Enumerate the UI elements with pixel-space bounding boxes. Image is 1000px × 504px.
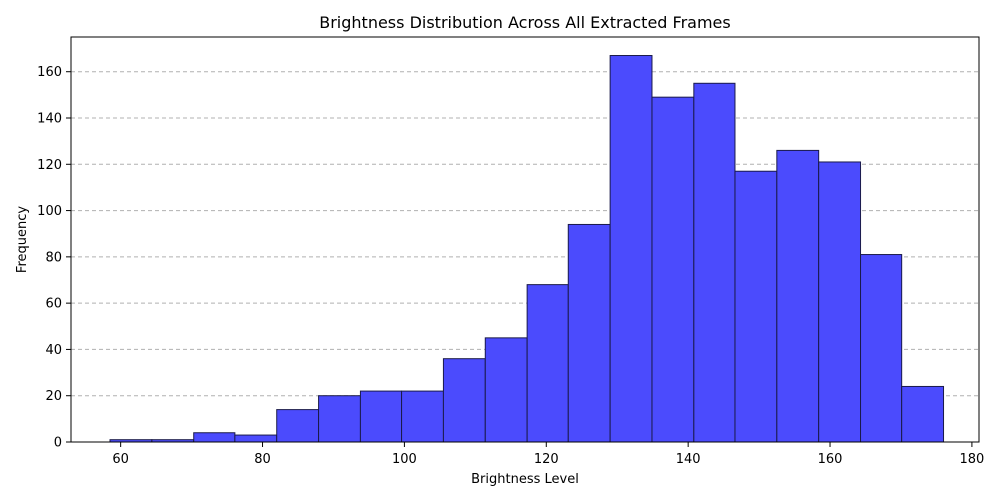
histogram-bar <box>734 170 778 443</box>
x-tick-label: 160 <box>818 452 843 467</box>
histogram-bar <box>818 161 862 443</box>
x-tick-label: 180 <box>959 452 984 467</box>
y-axis-ticks: 0 20 40 60 80 100 120 140 160 <box>37 65 71 451</box>
y-tick-label: 120 <box>37 158 62 173</box>
y-tick-label: 80 <box>45 250 62 265</box>
y-tick-label: 0 <box>54 436 62 451</box>
histogram-bar <box>318 395 361 443</box>
histogram-bar <box>442 358 486 443</box>
x-axis-ticks: 60 80 100 120 140 160 180 <box>112 442 984 467</box>
x-tick-label: 80 <box>254 452 271 467</box>
histogram-bar <box>401 390 444 443</box>
x-tick-label: 60 <box>112 452 129 467</box>
x-tick-label: 100 <box>392 452 417 467</box>
x-tick-label: 140 <box>676 452 701 467</box>
x-tick-label: 120 <box>534 452 559 467</box>
histogram-bars <box>109 55 945 443</box>
histogram-bar <box>484 337 528 443</box>
chart-title: Brightness Distribution Across All Extra… <box>319 13 730 32</box>
histogram-bar <box>901 385 945 443</box>
histogram-bar <box>776 149 820 443</box>
histogram-bar <box>526 284 569 443</box>
histogram-bar <box>651 96 695 443</box>
y-tick-label: 160 <box>37 65 62 80</box>
y-tick-label: 100 <box>37 204 62 219</box>
y-axis-label: Frequency <box>15 206 30 273</box>
histogram-bar <box>234 434 278 443</box>
x-axis-label: Brightness Level <box>471 472 579 487</box>
y-tick-label: 60 <box>45 297 62 312</box>
y-tick-label: 20 <box>45 389 62 404</box>
plot-area-frame <box>70 36 980 443</box>
y-tick-label: 140 <box>37 112 62 127</box>
histogram-bar <box>860 254 903 443</box>
y-tick-label: 40 <box>45 343 62 358</box>
histogram-bar <box>693 82 736 443</box>
histogram-bar <box>567 223 611 443</box>
histogram-bar <box>276 409 320 443</box>
histogram-bar <box>609 55 653 443</box>
histogram-bar <box>359 390 403 443</box>
histogram-bar <box>193 432 236 443</box>
